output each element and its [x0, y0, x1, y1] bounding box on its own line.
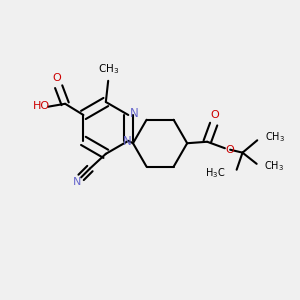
Text: CH$_3$: CH$_3$: [264, 159, 284, 173]
Text: O: O: [53, 73, 62, 82]
Text: O: O: [211, 110, 219, 120]
Text: CH$_3$: CH$_3$: [98, 62, 119, 76]
Text: CH$_3$: CH$_3$: [265, 130, 285, 144]
Text: N: N: [130, 107, 139, 120]
Text: H$_3$C: H$_3$C: [205, 166, 225, 180]
Text: N: N: [123, 135, 131, 148]
Text: O: O: [225, 145, 234, 155]
Text: HO: HO: [33, 101, 50, 111]
Text: N: N: [73, 176, 81, 187]
